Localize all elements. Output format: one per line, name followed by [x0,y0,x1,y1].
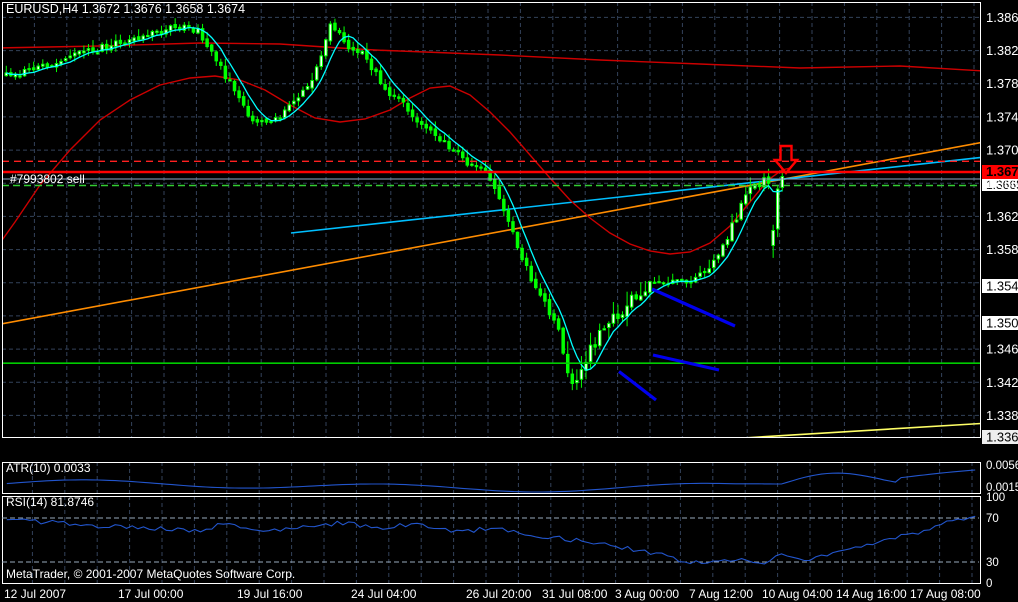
svg-text:ATR(10) 0.0033: ATR(10) 0.0033 [6,461,91,475]
svg-text:3 Aug 00:00: 3 Aug 00:00 [615,587,679,601]
svg-text:1.3465: 1.3465 [986,342,1018,357]
svg-text:1.3545: 1.3545 [986,278,1018,293]
svg-text:12 Jul 2007: 12 Jul 2007 [4,587,66,601]
svg-text:1.3705: 1.3705 [986,143,1018,158]
svg-text:1.3503: 1.3503 [986,315,1018,330]
svg-text:30: 30 [986,557,999,569]
svg-text:MetaTrader, © 2001-2007 MetaQu: MetaTrader, © 2001-2007 MetaQuotes Softw… [6,567,295,581]
svg-text:17 Jul 00:00: 17 Jul 00:00 [118,587,184,601]
svg-text:1.3865: 1.3865 [986,10,1018,25]
svg-text:1.3385: 1.3385 [986,408,1018,423]
svg-text:1.3585: 1.3585 [986,242,1018,257]
svg-text:14 Aug 16:00: 14 Aug 16:00 [836,587,907,601]
svg-text:#7993802 sell: #7993802 sell [10,172,85,186]
svg-text:0.0056: 0.0056 [986,460,1018,472]
svg-text:0: 0 [986,578,992,590]
svg-text:31 Jul 08:00: 31 Jul 08:00 [542,587,608,601]
svg-text:1.3625: 1.3625 [986,209,1018,224]
svg-text:1.3665: 1.3665 [986,176,1018,191]
svg-text:26 Jul 20:00: 26 Jul 20:00 [466,587,532,601]
svg-text:100: 100 [986,492,1005,504]
svg-text:EURUSD,H4 1.3672 1.3676 1.365: EURUSD,H4 1.3672 1.3676 1.3658 1.3674 [6,2,245,16]
svg-text:1.3745: 1.3745 [986,109,1018,124]
svg-text:17 Aug 08:00: 17 Aug 08:00 [910,587,981,601]
svg-text:1.3368: 1.3368 [986,429,1018,444]
svg-text:7 Aug 12:00: 7 Aug 12:00 [689,587,753,601]
svg-text:RSI(14) 81.8746: RSI(14) 81.8746 [6,495,94,509]
svg-text:70: 70 [986,513,999,525]
svg-text:24 Jul 04:00: 24 Jul 04:00 [351,587,417,601]
svg-text:1.3425: 1.3425 [986,375,1018,390]
svg-text:10 Aug 04:00: 10 Aug 04:00 [762,587,833,601]
svg-text:1.3825: 1.3825 [986,43,1018,58]
svg-text:19 Jul 16:00: 19 Jul 16:00 [237,587,303,601]
svg-text:1.3785: 1.3785 [986,76,1018,91]
